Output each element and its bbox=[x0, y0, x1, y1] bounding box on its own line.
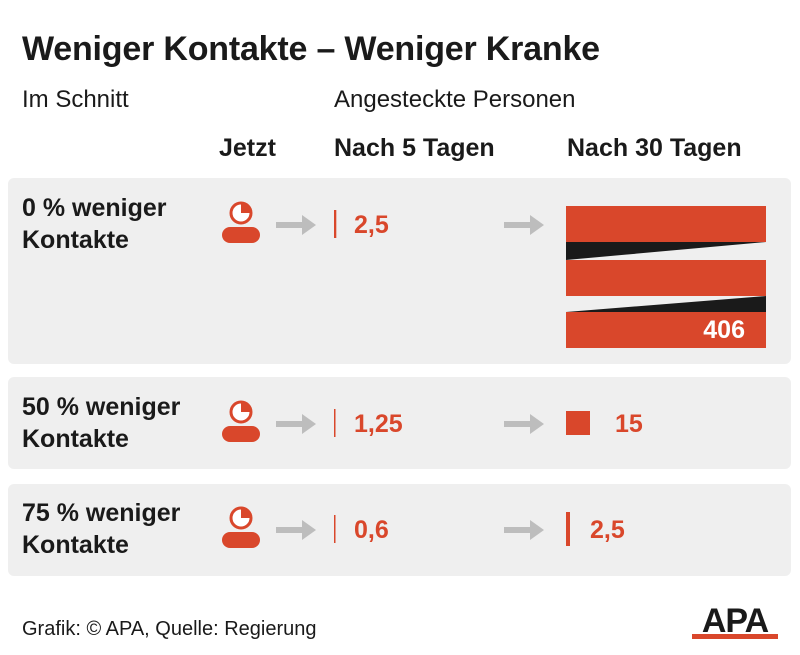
person-icon bbox=[222, 400, 260, 442]
row-label-0: 0 % weniger Kontakte bbox=[22, 192, 167, 256]
page-title: Weniger Kontakte – Weniger Kranke bbox=[22, 30, 600, 68]
row-label-0-line1: 0 % weniger bbox=[22, 194, 167, 222]
ribbon-fold-1 bbox=[566, 296, 766, 312]
bar-day30-row-0-segment-0 bbox=[566, 206, 766, 242]
arrow-right-icon bbox=[504, 520, 544, 540]
column-header-day5: Nach 5 Tagen bbox=[334, 134, 495, 162]
row-label-1-line2: Kontakte bbox=[22, 425, 129, 453]
value-label-day30-row-1: 15 bbox=[615, 410, 643, 438]
value-label-day5-row-0: 2,5 bbox=[354, 211, 389, 239]
row-label-0-line2: Kontakte bbox=[22, 226, 129, 254]
arrow-right-icon bbox=[276, 520, 316, 540]
apa-logo-text: APA bbox=[702, 602, 769, 640]
bar-day30-row-0-segment-2 bbox=[566, 312, 766, 348]
apa-logo: APA bbox=[692, 602, 778, 640]
bar-day5-row-1 bbox=[334, 409, 336, 437]
bar-day5-row-0 bbox=[334, 210, 337, 238]
arrow-right-icon bbox=[504, 414, 544, 434]
person-icon bbox=[222, 201, 260, 243]
row-label-2-line2: Kontakte bbox=[22, 531, 129, 559]
row-label-2: 75 % weniger Kontakte bbox=[22, 497, 180, 561]
ribbon-fold-0 bbox=[566, 242, 766, 260]
arrow-right-icon bbox=[504, 215, 544, 235]
arrow-right-icon bbox=[276, 414, 316, 434]
bar-day30-row-2 bbox=[566, 512, 570, 546]
value-label-day5-row-2: 0,6 bbox=[354, 516, 389, 544]
row-label-1: 50 % weniger Kontakte bbox=[22, 391, 180, 455]
bar-day30-row-1 bbox=[566, 411, 590, 435]
column-header-day30: Nach 30 Tagen bbox=[567, 134, 742, 162]
footer-source: Grafik: © APA, Quelle: Regierung bbox=[22, 618, 317, 640]
row-label-2-line1: 75 % weniger bbox=[22, 499, 181, 527]
bar-day30-row-0-segment-1 bbox=[566, 260, 766, 296]
value-label-day5-row-1: 1,25 bbox=[354, 410, 403, 438]
column-header-now: Jetzt bbox=[219, 134, 276, 162]
row-label-1-line1: 50 % weniger bbox=[22, 393, 181, 421]
value-label-day30-row-0: 406 bbox=[703, 316, 745, 344]
subtitle-average: Im Schnitt bbox=[22, 86, 129, 113]
value-label-day30-row-2: 2,5 bbox=[590, 516, 625, 544]
subtitle-infected: Angesteckte Personen bbox=[334, 86, 576, 113]
person-icon bbox=[222, 506, 260, 548]
row-panel-2 bbox=[8, 484, 791, 576]
row-panel-1 bbox=[8, 377, 791, 469]
arrow-right-icon bbox=[276, 215, 316, 235]
bar-day5-row-2 bbox=[334, 515, 336, 543]
